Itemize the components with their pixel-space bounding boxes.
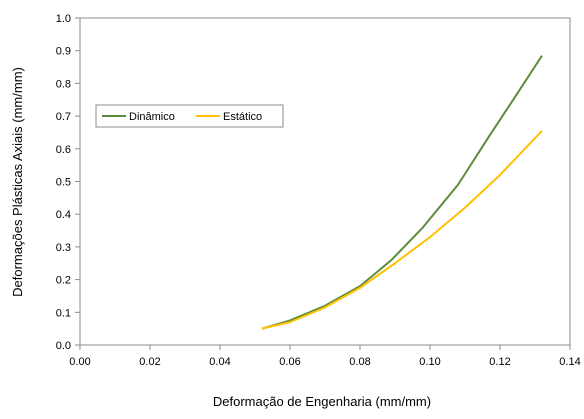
y-tick-label: 0.9: [56, 46, 71, 58]
x-tick-label: 0.02: [139, 356, 160, 368]
y-tick-label: 0.6: [56, 144, 71, 156]
x-tick-label: 0.00: [69, 356, 90, 368]
y-tick-label: 0.3: [56, 242, 71, 254]
series-line-dinamico: [261, 55, 543, 330]
series-line-estatico: [261, 130, 543, 330]
y-tick-label: 0.7: [56, 111, 71, 123]
y-tick-label: 1.0: [56, 13, 71, 25]
x-tick-label: 0.08: [349, 356, 370, 368]
legend-label: Dinâmico: [129, 111, 175, 123]
y-tick-label: 0.2: [56, 275, 71, 287]
y-tick-label: 0.5: [56, 177, 71, 189]
plot-area-border: [79, 17, 571, 346]
legend-label: Estático: [223, 111, 262, 123]
x-tick-label: 0.04: [209, 356, 230, 368]
y-tick-label: 0.0: [56, 340, 71, 352]
x-axis-title: Deformação de Engenharia (mm/mm): [213, 394, 431, 409]
y-axis-title: Deformações Plásticas Axiais (mm/mm): [10, 67, 25, 297]
y-tick-label: 0.1: [56, 307, 71, 319]
y-tick-label: 0.4: [56, 209, 71, 221]
x-tick-label: 0.06: [279, 356, 300, 368]
legend-box: [95, 104, 284, 128]
x-tick-label: 0.14: [559, 356, 580, 368]
x-tick-label: 0.12: [489, 356, 510, 368]
y-tick-label: 0.8: [56, 78, 71, 90]
x-tick-label: 0.10: [419, 356, 440, 368]
